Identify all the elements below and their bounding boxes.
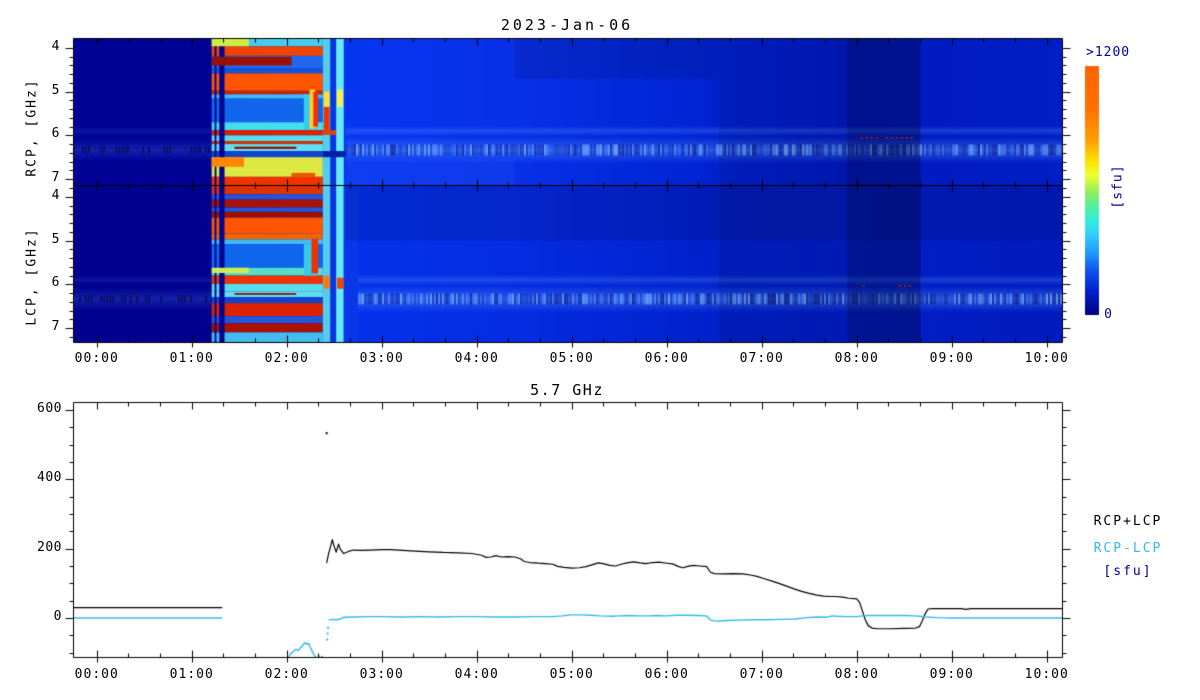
spectrogram-x-tick-label: 08:00 bbox=[834, 351, 879, 366]
lcp-y-tick-label: 4 bbox=[51, 188, 60, 203]
lcp-y-tick-label: 5 bbox=[51, 231, 60, 247]
lightcurve-y-tick-label: 0 bbox=[53, 609, 62, 624]
spectrogram-x-tick-label: 02:00 bbox=[264, 351, 309, 366]
lightcurve-x-tick-label: 08:00 bbox=[834, 667, 879, 682]
rcp-y-tick-label: 4 bbox=[51, 39, 60, 54]
lightcurve-x-tick-label: 09:00 bbox=[929, 667, 974, 682]
colorbar-max-label: >1200 bbox=[1086, 45, 1131, 60]
lightcurve-y-tick-label: 200 bbox=[37, 539, 62, 555]
lightcurve-title: 5.7 GHz bbox=[530, 381, 604, 399]
lightcurve-x-tick-label: 05:00 bbox=[549, 667, 594, 682]
lightcurve-y-tick-label: 400 bbox=[37, 470, 62, 486]
rcp-y-tick-label: 6 bbox=[51, 126, 60, 142]
lightcurve-x-tick-label: 04:00 bbox=[454, 667, 499, 682]
spectrogram-x-tick-label: 03:00 bbox=[359, 351, 404, 366]
legend-rcp-minus-lcp: RCP-LCP bbox=[1093, 541, 1163, 556]
spectrogram-x-tick-label: 00:00 bbox=[74, 351, 119, 366]
lightcurve-x-tick-label: 07:00 bbox=[739, 667, 784, 682]
lightcurve-x-tick-label: 06:00 bbox=[644, 667, 689, 682]
legend-flux-unit: [sfu] bbox=[1103, 564, 1153, 579]
lightcurve-x-tick-label: 03:00 bbox=[359, 667, 404, 682]
rcp-y-tick-label: 7 bbox=[51, 170, 60, 185]
legend-rcp-plus-lcp: RCP+LCP bbox=[1093, 514, 1163, 529]
lightcurve-x-tick-label: 02:00 bbox=[264, 667, 309, 682]
lightcurve-y-tick-label: 600 bbox=[37, 400, 62, 416]
lcp-y-tick-label: 7 bbox=[51, 319, 60, 334]
spectrogram-x-tick-label: 10:00 bbox=[1024, 351, 1069, 366]
rcp-y-tick-label: 5 bbox=[51, 82, 60, 98]
colorbar-min-label: 0 bbox=[1104, 307, 1112, 322]
lightcurve-x-tick-label: 01:00 bbox=[169, 667, 214, 682]
spectrogram-x-tick-label: 01:00 bbox=[169, 351, 214, 366]
lcp-y-tick-label: 6 bbox=[51, 275, 60, 291]
spectrogram-x-tick-label: 07:00 bbox=[739, 351, 784, 366]
colorbar-unit-label: [sfu] bbox=[1110, 164, 1126, 209]
lightcurve-x-tick-label: 10:00 bbox=[1024, 667, 1069, 682]
spectrogram-x-tick-label: 09:00 bbox=[929, 351, 974, 366]
lightcurve-x-tick-label: 00:00 bbox=[74, 667, 119, 682]
spectrogram-x-tick-label: 06:00 bbox=[644, 351, 689, 366]
date-title: 2023-Jan-06 bbox=[500, 16, 634, 34]
spectrogram-x-tick-label: 04:00 bbox=[454, 351, 499, 366]
spectrogram-x-tick-label: 05:00 bbox=[549, 351, 594, 366]
